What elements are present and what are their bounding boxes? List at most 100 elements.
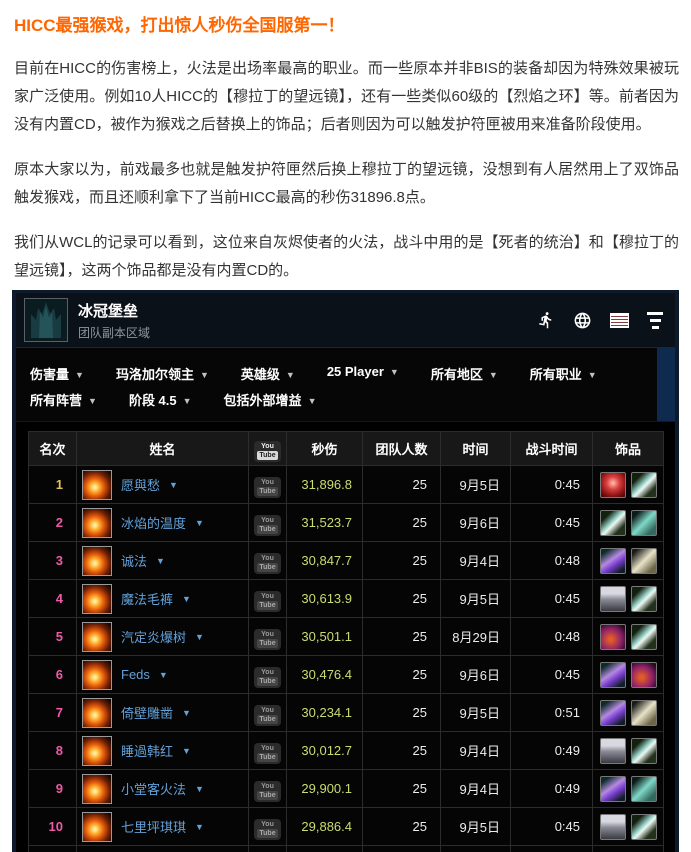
speedrun-icon[interactable] xyxy=(537,311,555,329)
fireball-spell-icon[interactable] xyxy=(82,773,112,804)
player-name-link[interactable]: 汽定炎爆树 xyxy=(121,630,187,645)
dps-cell[interactable]: 31,896.8 xyxy=(286,465,363,504)
fireball-spell-icon[interactable] xyxy=(82,583,112,614)
player-name-link[interactable]: 七里坪琪琪 xyxy=(121,820,187,835)
youtube-icon[interactable]: You Tube xyxy=(254,590,281,612)
column-header-youtube[interactable]: You Tube xyxy=(248,431,287,466)
fireball-spell-icon[interactable] xyxy=(82,697,112,728)
table-row[interactable]: 1 愿與愁 ▼ You Tube 31,89 xyxy=(28,465,664,504)
swirl-trinket-icon[interactable] xyxy=(599,623,626,650)
filter-dropdown[interactable]: 伤害量 ▼ xyxy=(30,367,84,382)
dps-cell[interactable]: 29,886.4 xyxy=(286,807,363,846)
dps-cell[interactable]: 29,900.1 xyxy=(286,769,363,808)
chevron-down-icon[interactable]: ▼ xyxy=(182,707,191,718)
chevron-down-icon[interactable]: ▼ xyxy=(156,555,165,566)
shard-trinket-icon[interactable] xyxy=(599,775,626,802)
youtube-icon[interactable]: You Tube xyxy=(254,704,281,726)
table-row[interactable]: 9 小堂客火法 ▼ You Tube 29, xyxy=(28,769,664,808)
column-header-name[interactable]: 姓名 xyxy=(76,431,249,466)
zone-title[interactable]: 冰冠堡垒 xyxy=(78,302,139,320)
armor-trinket-icon[interactable] xyxy=(599,585,626,612)
table-row[interactable]: 7 倚壁雕凿 ▼ You Tube 30,2 xyxy=(28,693,664,732)
dps-cell[interactable] xyxy=(286,845,363,852)
chevron-down-icon[interactable]: ▼ xyxy=(195,821,204,832)
dps-cell[interactable]: 30,234.1 xyxy=(286,693,363,732)
column-header-raidsize[interactable]: 团队人数 xyxy=(362,431,441,466)
fireball-spell-icon[interactable] xyxy=(82,469,112,500)
shard-trinket-icon[interactable] xyxy=(599,661,626,688)
table-view-icon[interactable] xyxy=(610,312,629,328)
player-name-link[interactable]: 倚壁雕凿 xyxy=(121,706,174,721)
filter-dropdown[interactable]: 玛洛加尔领主 ▼ xyxy=(115,367,209,382)
table-row[interactable]: 10 七里坪琪琪 ▼ You Tube 29 xyxy=(28,807,664,846)
filter-dropdown[interactable]: 英雄级 ▼ xyxy=(240,367,295,382)
chevron-down-icon[interactable]: ▼ xyxy=(182,593,191,604)
chevron-down-icon[interactable]: ▼ xyxy=(195,783,204,794)
column-header-rank[interactable]: 名次 xyxy=(28,431,77,466)
dps-cell[interactable]: 30,476.4 xyxy=(286,655,363,694)
youtube-icon[interactable]: You Tube xyxy=(254,780,281,802)
shard-trinket-icon[interactable] xyxy=(599,699,626,726)
player-name-link[interactable]: 冰焰的温度 xyxy=(121,516,187,531)
telescope-trinket-icon[interactable] xyxy=(599,509,626,536)
player-name-link[interactable]: Feds xyxy=(121,667,150,682)
table-row[interactable]: 5 汽定炎爆树 ▼ You Tube 30, xyxy=(28,617,664,656)
dps-cell[interactable]: 30,501.1 xyxy=(286,617,363,656)
shard-trinket-icon[interactable] xyxy=(599,547,626,574)
fireball-spell-icon[interactable] xyxy=(82,811,112,842)
armor-trinket-icon[interactable] xyxy=(599,813,626,840)
youtube-icon[interactable]: You Tube xyxy=(254,476,281,498)
fireball-spell-icon[interactable] xyxy=(82,545,112,576)
youtube-icon[interactable]: You Tube xyxy=(254,628,281,650)
globe-icon[interactable] xyxy=(573,311,592,330)
chevron-down-icon[interactable]: ▼ xyxy=(158,669,168,680)
dps-cell[interactable]: 30,012.7 xyxy=(286,731,363,770)
column-header-trinkets[interactable]: 饰品 xyxy=(592,431,664,466)
youtube-icon[interactable]: You Tube xyxy=(254,742,281,764)
gauntlets-trinket-icon[interactable] xyxy=(630,699,657,726)
table-row[interactable]: 6 Feds ▼ You Tube 30,4 xyxy=(28,655,664,694)
fireball-spell-icon[interactable] xyxy=(82,735,112,766)
gauntlets-trinket-icon[interactable] xyxy=(630,547,657,574)
filter-dropdown[interactable]: 阶段 4.5 ▼ xyxy=(128,393,192,408)
telescope-trinket-icon[interactable] xyxy=(630,813,657,840)
fireball-spell-icon[interactable] xyxy=(82,621,112,652)
filter-dropdown[interactable]: 所有职业 ▼ xyxy=(529,367,597,382)
dps-cell[interactable]: 31,523.7 xyxy=(286,503,363,542)
player-name-link[interactable]: 睡過韩红 xyxy=(121,744,174,759)
table-row[interactable]: 4 魔法毛裤 ▼ You Tube 30,6 xyxy=(28,579,664,618)
dps-cell[interactable]: 30,847.7 xyxy=(286,541,363,580)
column-header-date[interactable]: 时间 xyxy=(440,431,511,466)
fireball-spell-icon[interactable] xyxy=(82,507,112,538)
chevron-down-icon[interactable]: ▼ xyxy=(195,517,204,528)
chevron-down-icon[interactable]: ▼ xyxy=(169,479,178,490)
youtube-icon[interactable]: You Tube xyxy=(254,818,281,840)
claws-trinket-icon[interactable] xyxy=(630,509,657,536)
telescope-trinket-icon[interactable] xyxy=(630,471,657,498)
column-header-dps[interactable]: 秒伤 xyxy=(286,431,363,466)
telescope-trinket-icon[interactable] xyxy=(630,737,657,764)
youtube-icon[interactable]: You Tube xyxy=(254,514,281,536)
chevron-down-icon[interactable]: ▼ xyxy=(195,631,204,642)
chevron-down-icon[interactable]: ▼ xyxy=(182,745,191,756)
claws-trinket-icon[interactable] xyxy=(630,775,657,802)
player-name-link[interactable]: 魔法毛裤 xyxy=(121,592,174,607)
youtube-icon[interactable]: You Tube xyxy=(254,666,281,688)
player-name-link[interactable]: 愿與愁 xyxy=(121,478,161,493)
filter-dropdown[interactable]: 25 Player ▼ xyxy=(326,364,399,379)
filter-dropdown[interactable]: 包括外部增益 ▼ xyxy=(223,393,317,408)
dps-cell[interactable]: 30,613.9 xyxy=(286,579,363,618)
player-name-link[interactable]: 小堂客火法 xyxy=(121,782,187,797)
telescope-trinket-icon[interactable] xyxy=(630,585,657,612)
filter-dropdown[interactable]: 所有地区 ▼ xyxy=(430,367,498,382)
telescope-trinket-icon[interactable] xyxy=(630,623,657,650)
swirl-trinket-icon[interactable] xyxy=(630,661,657,688)
fireball-spell-icon[interactable] xyxy=(82,659,112,690)
column-header-duration[interactable]: 战斗时间 xyxy=(510,431,593,466)
table-row[interactable]: 2 冰焰的温度 ▼ You Tube 31, xyxy=(28,503,664,542)
sort-icon[interactable] xyxy=(647,310,663,331)
table-row[interactable]: 8 睡過韩红 ▼ You Tube 30,0 xyxy=(28,731,664,770)
dominion-trinket-icon[interactable] xyxy=(599,471,626,498)
youtube-icon[interactable]: You Tube xyxy=(254,552,281,574)
